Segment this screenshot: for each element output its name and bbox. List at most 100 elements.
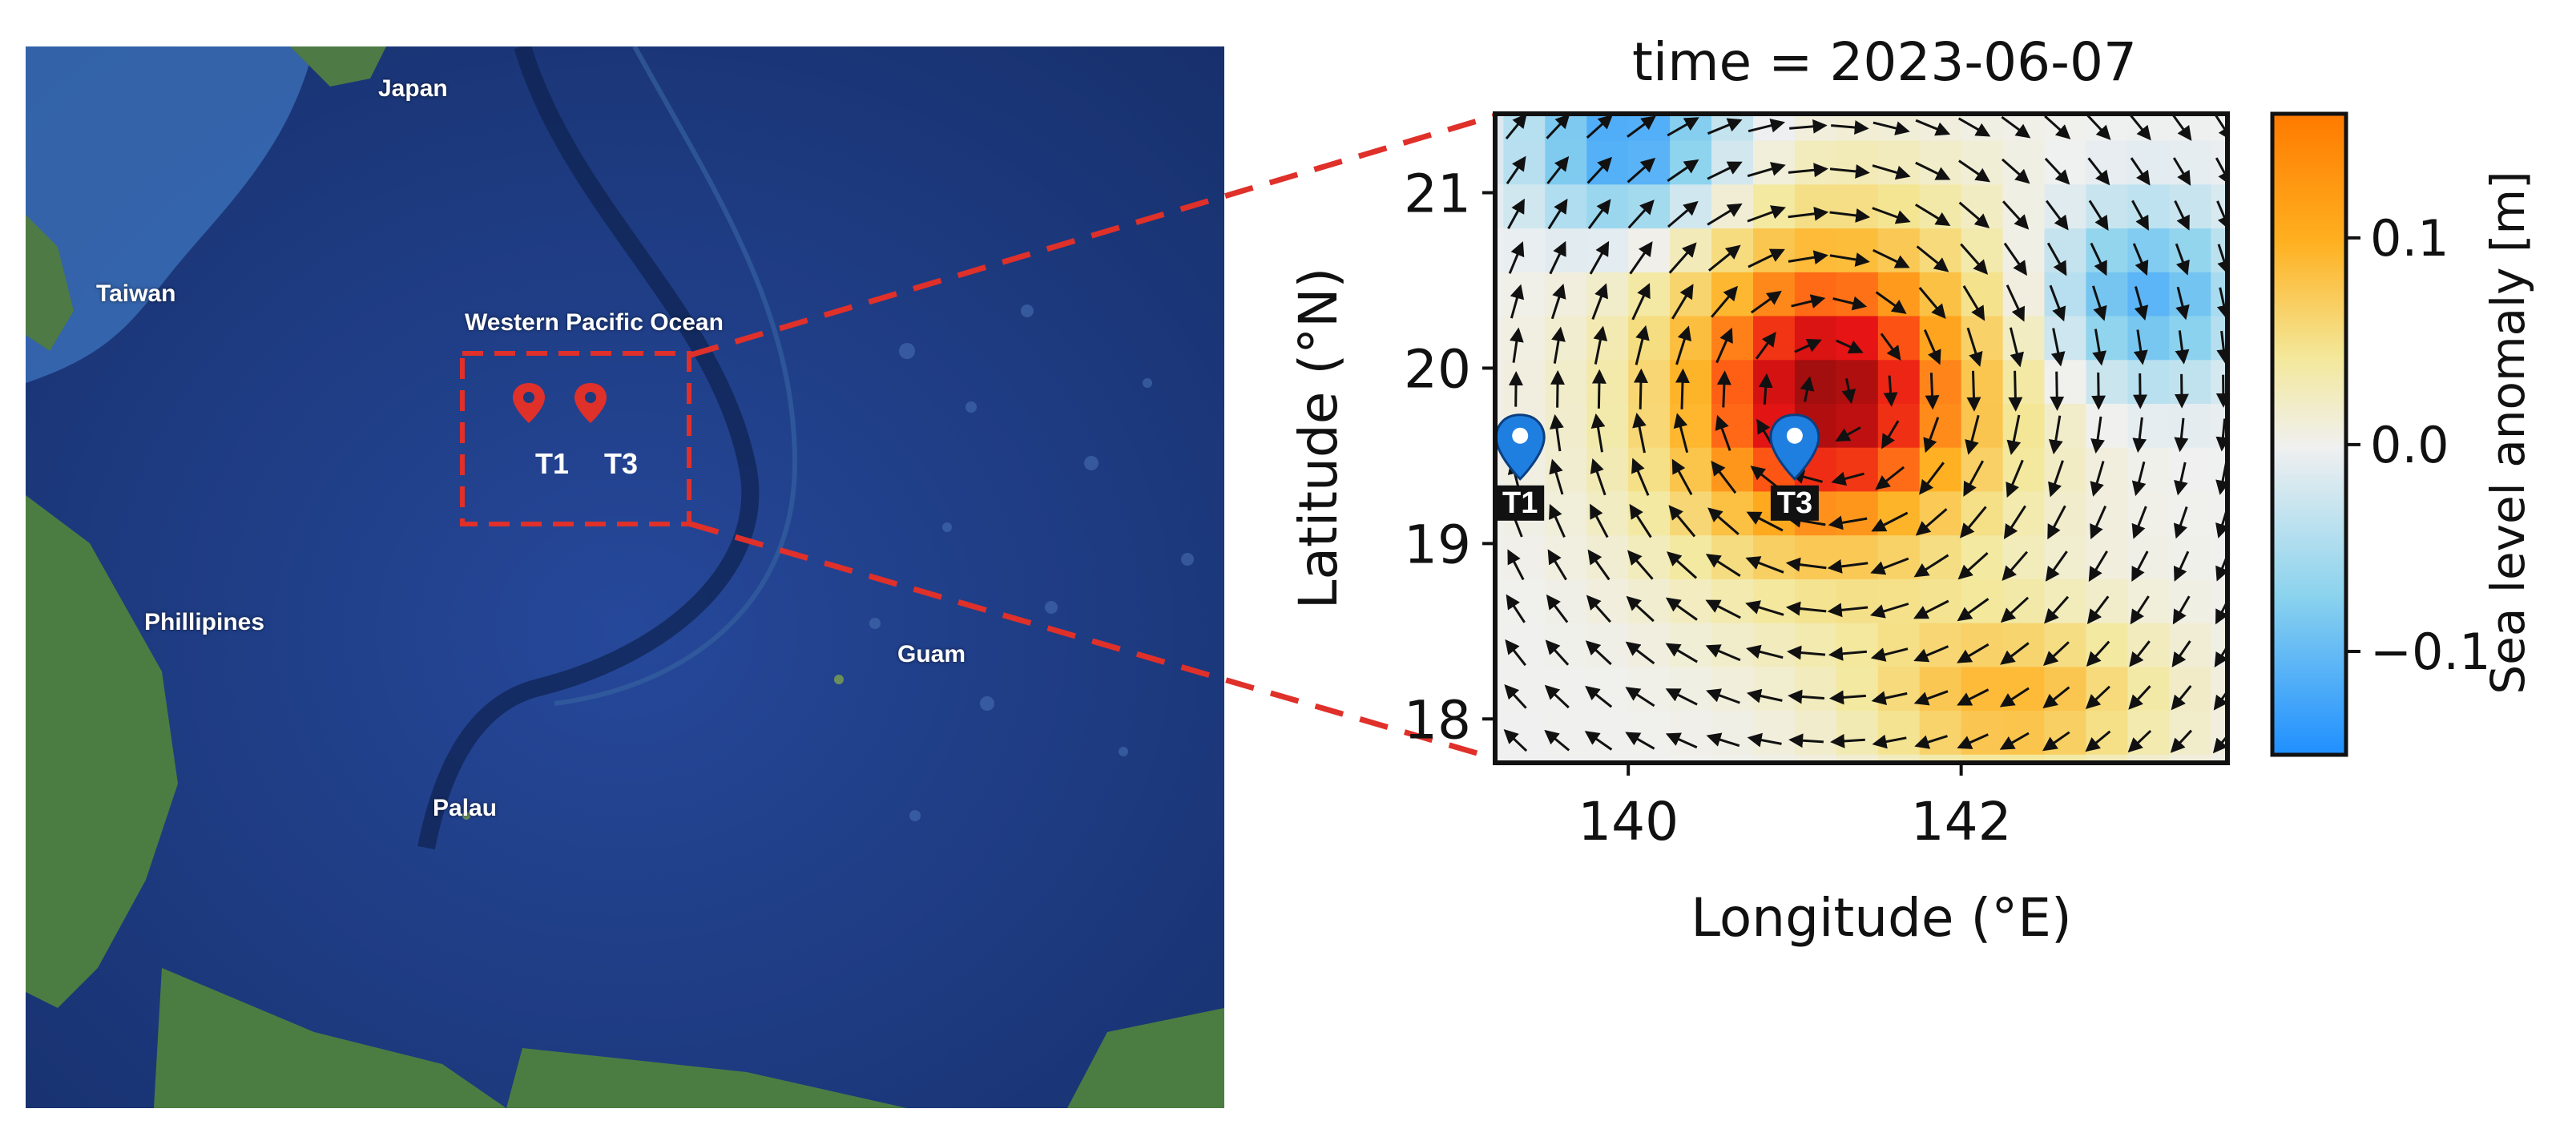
heatmap-cell [1628, 359, 1671, 404]
heatmap-cell [2002, 754, 2046, 763]
heatmap-cell [1877, 490, 1921, 536]
marker-label-bg [1770, 485, 1819, 521]
current-vector-arrow [1958, 159, 1991, 183]
heatmap-cell [2127, 272, 2171, 317]
heatmap-cell [1794, 666, 1837, 712]
heatmap-cell [2127, 183, 2171, 229]
heatmap-cell [1495, 272, 1505, 317]
current-vector-arrow [1831, 120, 1869, 135]
heatmap-cell [1545, 272, 1587, 317]
current-vector-arrow [1632, 413, 1647, 454]
current-vector-arrow [1547, 198, 1568, 230]
current-vector-arrow [1667, 159, 1699, 182]
current-vector-arrow [2174, 417, 2189, 453]
current-vector-arrow [1913, 554, 1949, 578]
heatmap-cell [1753, 114, 1796, 141]
current-vector-arrow [1836, 339, 1864, 354]
heatmap-cell [2044, 754, 2087, 763]
current-vector-arrow [1590, 503, 1609, 538]
current-vector-arrow [1916, 245, 1949, 272]
heatmap-cell [1877, 183, 1921, 229]
current-vector-arrow [1827, 558, 1869, 574]
current-vector-arrow [2050, 371, 2065, 411]
heatmap-cell [1628, 754, 1671, 763]
current-vector-arrow [2171, 114, 2192, 141]
heatmap-cell [1586, 359, 1629, 404]
heatmap-cell [1495, 359, 1505, 404]
current-vector-arrow [2049, 284, 2066, 322]
current-vector-arrow [1787, 645, 1826, 660]
heatmap-cell [2252, 754, 2295, 799]
current-vector-arrow [2048, 460, 2064, 498]
heatmap-cell [2002, 622, 2046, 667]
current-vector-arrow [1706, 688, 1740, 704]
current-vector-arrow [2000, 642, 2030, 665]
current-vector-arrow [2172, 157, 2191, 186]
heatmap-cell [1495, 754, 1505, 763]
heatmap-cell [2169, 359, 2211, 404]
heatmap-cell [1877, 622, 1921, 667]
t3-pin-icon: T3 [1769, 413, 1820, 521]
current-vector-arrow [2215, 599, 2227, 625]
site-label-t1: T1 [535, 447, 570, 480]
heatmap-cell [2086, 490, 2129, 536]
current-vector-arrow [1586, 156, 1613, 184]
current-vector-arrow [1549, 240, 1566, 275]
current-vector-arrow [1671, 284, 1694, 320]
colorbar-tick-label: 0.1 [2370, 209, 2449, 268]
heatmap-cell [1586, 272, 1629, 317]
current-vector-arrow [2215, 418, 2227, 452]
current-vector-arrow [2129, 640, 2151, 667]
heatmap-cell [1753, 139, 1796, 185]
heatmap-cell [1711, 403, 1754, 448]
current-vector-arrow [1915, 508, 1948, 536]
heatmap-cell [1670, 315, 1712, 361]
current-vector-arrow [2006, 459, 2024, 498]
current-vector-arrow [2045, 200, 2069, 231]
heatmap-cell [1877, 139, 1921, 185]
current-vector-arrow [2131, 461, 2147, 497]
heatmap-cell [1545, 754, 1587, 763]
heatmap-cell [1586, 403, 1629, 448]
current-vector-arrow [1829, 208, 1871, 223]
heatmap-cell [1545, 183, 1587, 229]
current-vector-arrow [2174, 462, 2188, 496]
heatmap-cell [2127, 359, 2171, 404]
x-axis-label: Longitude (°E) [1691, 887, 2071, 949]
current-vector-arrow [1872, 164, 1911, 180]
current-vector-arrow [1509, 327, 1524, 363]
current-vector-arrow [2091, 372, 2106, 410]
heatmap-cell [2002, 403, 2046, 448]
current-vector-arrow [1957, 643, 1989, 663]
current-vector-arrow [1957, 598, 1989, 622]
current-vector-arrow [2131, 506, 2147, 539]
heatmap-cell [2211, 315, 2227, 361]
heatmap-cell [1753, 710, 1796, 755]
current-vector-arrow [1745, 600, 1784, 616]
current-vector-arrow [1635, 325, 1650, 365]
current-vector-arrow [1746, 511, 1784, 532]
current-vector-arrow [1545, 639, 1570, 666]
heatmap-cell [1794, 359, 1837, 404]
y-tick-label: 19 [1404, 514, 1471, 575]
heatmap-cell [1961, 666, 2004, 712]
heatmap-cell [1877, 534, 1921, 579]
current-vector-arrow [1675, 368, 1690, 409]
current-vector-arrow [1584, 731, 1613, 751]
heatmap-cell [1961, 315, 2004, 361]
current-vector-arrow [1633, 368, 1648, 409]
current-vector-arrow [2047, 505, 2066, 540]
current-vector-arrow [1705, 554, 1741, 577]
current-vector-arrow [2090, 242, 2107, 276]
heatmap-cell [1836, 666, 1879, 712]
label-guam: Guam [897, 641, 966, 667]
current-vector-arrow [1831, 471, 1864, 486]
current-vector-arrow [1748, 248, 1785, 268]
heatmap-cell [1836, 272, 1879, 317]
heatmap-cell [2044, 403, 2087, 448]
heatmap-cell [1545, 315, 1587, 361]
heatmap-cell [1961, 710, 2004, 755]
current-vector-arrow [1551, 326, 1566, 364]
heatmap-cell [2211, 183, 2227, 229]
plot-frame [1493, 111, 2230, 765]
